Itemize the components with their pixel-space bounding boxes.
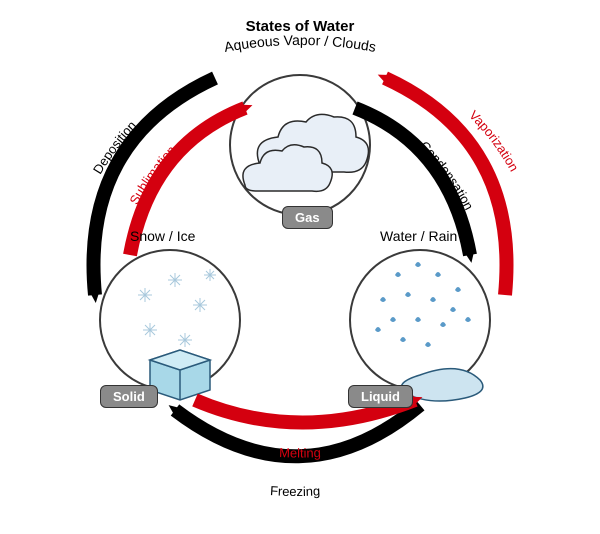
sublimation-label: Sublimation: [126, 143, 178, 208]
diagram-title: States of Water: [0, 18, 600, 35]
diagram-svg: Deposition Sublimation Vaporization Cond…: [0, 0, 600, 534]
gas-sublabel: Aqueous Vapor / Clouds: [223, 32, 378, 55]
freezing-arrow: [175, 405, 420, 456]
water-puddle-icon: [401, 369, 483, 401]
vaporization-arrow: [385, 78, 507, 295]
condensation-label: Condensation: [417, 138, 477, 212]
liquid-sublabel: Water / Rain: [380, 228, 457, 244]
solid-pill: Solid: [100, 385, 158, 408]
freezing-label: Freezing: [270, 483, 321, 499]
gas-circle: [230, 75, 370, 215]
deposition-arrow: [94, 78, 216, 295]
raindrops-icon: [375, 262, 471, 347]
solid-sublabel: Snow / Ice: [130, 228, 195, 244]
clouds-icon: [243, 114, 369, 191]
ice-cube-icon: [150, 350, 210, 400]
vaporization-label: Vaporization: [466, 107, 521, 174]
liquid-circle: [350, 250, 490, 390]
snowflakes-icon: [138, 269, 216, 347]
liquid-pill: Liquid: [348, 385, 413, 408]
gas-pill: Gas: [282, 206, 333, 229]
solid-circle: [100, 250, 240, 390]
melting-label: Melting: [279, 445, 321, 461]
deposition-label: Deposition: [90, 118, 139, 177]
